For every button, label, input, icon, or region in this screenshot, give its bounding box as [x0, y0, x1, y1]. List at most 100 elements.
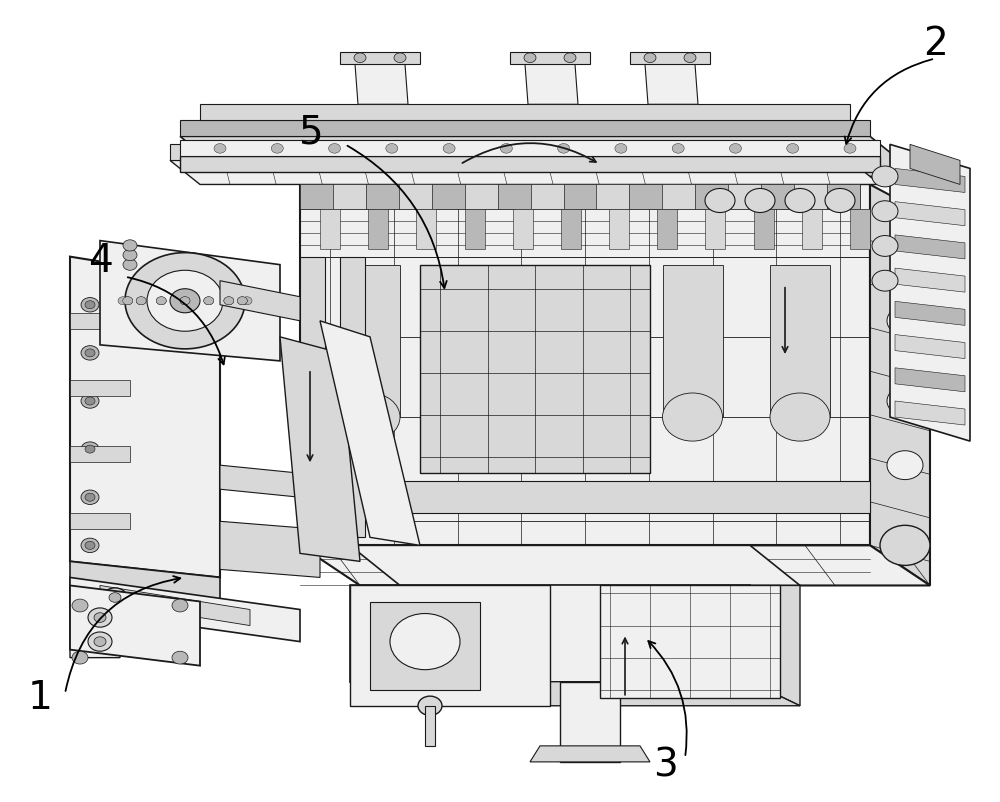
Polygon shape	[340, 257, 365, 537]
Polygon shape	[70, 257, 220, 577]
Polygon shape	[498, 184, 531, 209]
Polygon shape	[525, 64, 578, 104]
Ellipse shape	[564, 53, 576, 63]
Polygon shape	[513, 209, 533, 249]
Ellipse shape	[555, 393, 615, 441]
Ellipse shape	[242, 297, 252, 305]
Ellipse shape	[156, 297, 166, 305]
Ellipse shape	[85, 493, 95, 501]
Polygon shape	[895, 268, 965, 292]
Polygon shape	[561, 209, 581, 249]
Polygon shape	[180, 120, 870, 136]
Ellipse shape	[844, 144, 856, 153]
Polygon shape	[300, 184, 333, 209]
Polygon shape	[333, 184, 366, 209]
Ellipse shape	[770, 393, 830, 441]
Ellipse shape	[872, 166, 898, 187]
Ellipse shape	[123, 297, 133, 305]
Polygon shape	[530, 746, 650, 762]
Polygon shape	[320, 321, 420, 545]
FancyArrowPatch shape	[347, 146, 447, 288]
Ellipse shape	[94, 613, 106, 622]
Polygon shape	[662, 265, 722, 417]
Ellipse shape	[85, 349, 95, 357]
Polygon shape	[200, 104, 850, 120]
Polygon shape	[555, 265, 615, 417]
Polygon shape	[340, 265, 400, 417]
Ellipse shape	[180, 297, 190, 305]
Ellipse shape	[224, 297, 234, 305]
Polygon shape	[370, 602, 480, 690]
Polygon shape	[728, 184, 761, 209]
Polygon shape	[70, 313, 130, 329]
Polygon shape	[895, 302, 965, 326]
Polygon shape	[350, 585, 750, 682]
Polygon shape	[70, 379, 130, 395]
Polygon shape	[366, 184, 399, 209]
Ellipse shape	[180, 297, 190, 305]
FancyArrowPatch shape	[128, 277, 225, 364]
Text: 5: 5	[298, 113, 322, 152]
Ellipse shape	[386, 144, 398, 153]
Ellipse shape	[785, 188, 815, 213]
Polygon shape	[600, 585, 780, 698]
Polygon shape	[350, 545, 800, 585]
Ellipse shape	[85, 301, 95, 309]
Polygon shape	[895, 235, 965, 259]
Polygon shape	[100, 585, 250, 626]
Ellipse shape	[887, 387, 923, 415]
Polygon shape	[300, 481, 870, 513]
Ellipse shape	[125, 253, 245, 349]
Ellipse shape	[644, 53, 656, 63]
Ellipse shape	[672, 144, 684, 153]
Ellipse shape	[123, 240, 137, 251]
Polygon shape	[890, 144, 970, 441]
FancyArrowPatch shape	[648, 641, 687, 755]
Ellipse shape	[443, 144, 455, 153]
Polygon shape	[448, 265, 508, 417]
Ellipse shape	[340, 393, 400, 441]
Polygon shape	[70, 610, 120, 658]
Ellipse shape	[615, 144, 627, 153]
Ellipse shape	[448, 393, 508, 441]
Polygon shape	[770, 265, 830, 417]
Text: 3: 3	[653, 747, 677, 785]
Ellipse shape	[271, 144, 283, 153]
Ellipse shape	[524, 53, 536, 63]
Ellipse shape	[72, 651, 88, 664]
Ellipse shape	[88, 632, 112, 651]
Ellipse shape	[558, 144, 570, 153]
Polygon shape	[465, 184, 498, 209]
Polygon shape	[70, 447, 130, 463]
Polygon shape	[465, 209, 485, 249]
Ellipse shape	[81, 490, 99, 504]
Polygon shape	[596, 184, 629, 209]
Ellipse shape	[170, 289, 200, 313]
Polygon shape	[695, 184, 728, 209]
Polygon shape	[180, 136, 920, 176]
Polygon shape	[895, 334, 965, 358]
Text: 2: 2	[923, 25, 947, 63]
Polygon shape	[70, 561, 220, 626]
Polygon shape	[827, 184, 860, 209]
Ellipse shape	[81, 298, 99, 312]
Ellipse shape	[81, 346, 99, 360]
Polygon shape	[657, 209, 677, 249]
Ellipse shape	[118, 297, 128, 305]
Ellipse shape	[156, 297, 166, 305]
Ellipse shape	[684, 53, 696, 63]
Ellipse shape	[390, 614, 460, 670]
Ellipse shape	[214, 144, 226, 153]
Ellipse shape	[887, 306, 923, 335]
Ellipse shape	[123, 259, 137, 270]
Ellipse shape	[237, 297, 247, 305]
Ellipse shape	[887, 451, 923, 480]
Ellipse shape	[103, 588, 127, 607]
Polygon shape	[629, 184, 662, 209]
Polygon shape	[300, 257, 325, 537]
Ellipse shape	[123, 297, 133, 305]
Ellipse shape	[872, 200, 898, 221]
Ellipse shape	[72, 599, 88, 612]
Polygon shape	[220, 521, 320, 577]
Polygon shape	[350, 585, 550, 706]
